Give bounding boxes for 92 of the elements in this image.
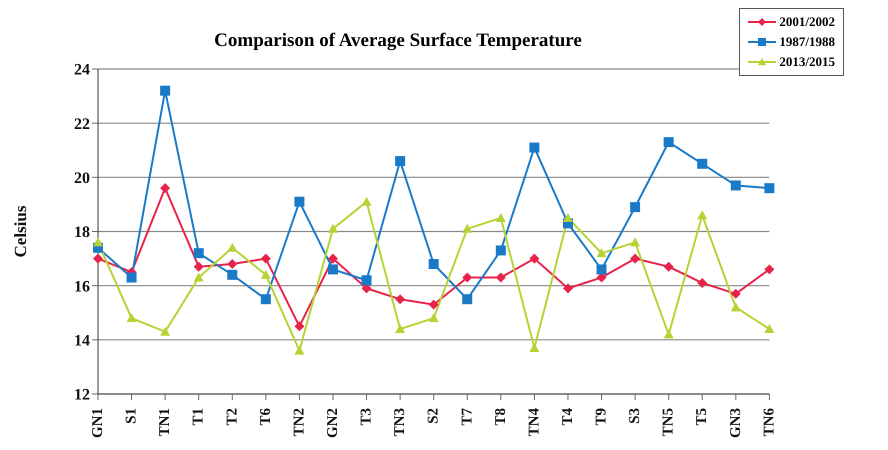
x-tick-label: TN5: [660, 408, 677, 436]
x-tick-label: T4: [560, 408, 576, 426]
point: [596, 248, 607, 258]
point: [294, 321, 304, 332]
chart-title: Comparison of Average Surface Temperature: [213, 30, 583, 52]
point: [730, 288, 741, 299]
point: [697, 158, 708, 169]
x-tick-label: TN4: [526, 408, 542, 436]
legend-label: 1987/1988: [779, 33, 835, 51]
point: [596, 272, 607, 283]
legend-label: 2001/2002: [779, 13, 835, 31]
point: [496, 245, 506, 256]
x-tick-label: GN3: [728, 408, 744, 438]
point: [462, 224, 472, 233]
point: [764, 324, 774, 333]
point: [260, 254, 271, 264]
point: [227, 270, 238, 280]
point: [730, 180, 741, 190]
x-tick-label: TN2: [291, 408, 308, 436]
point: [395, 294, 406, 304]
point: [664, 329, 674, 338]
point: [630, 202, 640, 212]
point: [194, 262, 204, 272]
point: [630, 237, 640, 246]
point: [428, 259, 439, 269]
point: [362, 196, 372, 206]
point: [194, 272, 204, 282]
point: [160, 183, 170, 194]
x-tick-label: TN1: [157, 408, 174, 436]
point: [496, 212, 506, 222]
x-tick-label: T8: [492, 408, 509, 426]
point: [697, 278, 708, 288]
y-tick-label: 16: [74, 278, 90, 296]
point: [529, 254, 540, 264]
point: [529, 342, 540, 352]
point: [227, 242, 238, 252]
point: [529, 142, 540, 153]
x-tick-label: T5: [694, 408, 710, 426]
legend-label: 2013/2015: [779, 53, 835, 71]
x-tick-label: TN6: [761, 408, 778, 436]
point: [294, 196, 304, 207]
x-tick-label: T2: [224, 408, 240, 426]
x-tick-label: T1: [190, 408, 207, 426]
x-tick-label: S3: [627, 408, 644, 424]
x-tick-label: T6: [258, 408, 274, 426]
point: [630, 254, 640, 264]
point: [126, 272, 137, 283]
point: [395, 324, 406, 333]
x-tick-label: T9: [594, 408, 610, 426]
x-tick-label: GN1: [90, 408, 106, 438]
y-tick-label: 12: [74, 386, 90, 404]
point: [160, 86, 170, 96]
point: [428, 300, 439, 310]
x-tick-label: TN3: [392, 408, 408, 436]
point: [496, 272, 506, 283]
point: [160, 326, 170, 336]
y-tick-label: 22: [74, 116, 90, 133]
point: [328, 224, 338, 233]
point: [294, 346, 304, 355]
y-tick-label: 20: [74, 170, 90, 188]
point: [664, 262, 674, 272]
point: [664, 137, 674, 148]
y-tick-label: 14: [74, 332, 90, 350]
x-tick-label: T7: [459, 408, 476, 426]
point: [428, 313, 439, 322]
point: [395, 156, 406, 166]
point: [227, 259, 238, 269]
point: [697, 210, 708, 220]
x-tick-label: S1: [124, 408, 140, 424]
x-tick-label: T3: [358, 408, 375, 426]
y-tick-label: 24: [74, 62, 90, 79]
point: [562, 212, 573, 222]
point: [194, 248, 204, 258]
point: [362, 275, 372, 286]
point: [93, 254, 103, 264]
x-tick-label: GN2: [324, 408, 341, 438]
point: [260, 294, 271, 304]
point: [462, 294, 472, 304]
point: [126, 313, 137, 322]
point: [764, 183, 774, 194]
y-tick-label: 18: [74, 224, 90, 242]
point: [93, 237, 103, 246]
point: [562, 283, 573, 294]
point: [596, 264, 607, 274]
point: [730, 302, 741, 312]
point: [260, 270, 271, 279]
point: [328, 264, 338, 274]
point: [462, 272, 472, 283]
y-axis-title: Celsius: [11, 205, 30, 258]
x-tick-label: S2: [426, 408, 442, 424]
point: [764, 264, 774, 274]
point: [328, 254, 338, 264]
